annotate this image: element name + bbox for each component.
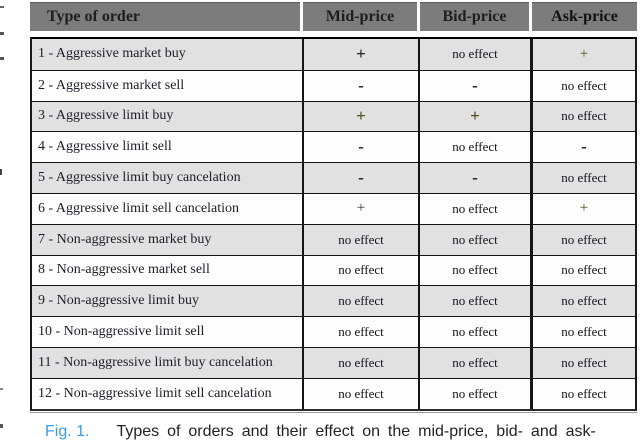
effect-cell: no effect [530,317,635,347]
order-type-label: 3 - Aggressive limit buy [38,108,174,124]
table-row: 11 - Non-aggressive limit buy cancelatio… [32,346,635,378]
order-type-label: 6 - Aggressive limit sell cancelation [38,200,240,216]
column-header-type-of-order: Type of order [30,2,300,31]
page-edge-text-fragment [0,57,4,60]
effect-cell: no effect [418,224,530,255]
effect-cell: no effect [302,224,418,255]
effect-cell: - [302,70,418,101]
page-edge-text-fragment [0,6,4,8]
effect-cell: no effect [418,378,530,409]
effect-cell: no effect [418,317,530,347]
table-bottom-rule [30,412,637,413]
effect-cell: no effect [530,347,635,378]
table-row: 2 - Aggressive market sell - - no effect [32,69,635,101]
effect-cell: + [418,101,530,132]
effect-cell: + [530,193,635,224]
effect-cell: no effect [530,224,635,255]
effect-cell: no effect [530,286,635,317]
effect-cell: no effect [418,193,530,224]
effect-cell: + [530,39,635,70]
table-row: 1 - Aggressive market buy + no effect + [32,39,635,70]
column-header-mid-price: Mid-price [303,2,417,31]
order-type-label: 4 - Aggressive limit sell [38,139,172,155]
column-header-ask-price: Ask-price [532,2,637,31]
order-types-table-header: Type of order Mid-price Bid-price Ask-pr… [30,2,637,31]
table-row: 7 - Non-aggressive market buy no effect no… [32,223,635,255]
effect-cell: no effect [418,132,530,163]
table-row: 9 - Non-aggressive limit buy no effect no … [32,285,635,317]
figure-caption-text: Types of orders and their effect on the … [116,423,596,440]
column-header-bid-price: Bid-price [420,2,529,31]
effect-cell: no effect [418,286,530,317]
table-row: 3 - Aggressive limit buy + + no effect [32,100,635,132]
page-edge-text-fragment [0,169,2,175]
effect-cell: + [302,101,418,132]
order-type-label: 8 - Non-aggressive market sell [38,262,210,278]
order-type-label: 9 - Non-aggressive limit buy [38,293,199,309]
order-type-label: 2 - Aggressive market sell [38,77,185,93]
table-row: 12 - Non-aggressive limit sell cancelati… [32,377,635,409]
effect-cell: no effect [302,378,418,409]
effect-cell: no effect [530,163,635,193]
effect-cell: - [302,132,418,163]
effect-cell: no effect [302,255,418,286]
table-row: 10 - Non-aggressive limit sell no effect n… [32,316,635,347]
order-type-label: 12 - Non-aggressive limit sell cancelati… [38,385,272,401]
table-row: 5 - Aggressive limit buy cancelation - - no… [32,162,635,193]
order-type-label: 10 - Non-aggressive limit sell [38,324,205,340]
order-types-table-body: 1 - Aggressive market buy + no effect +2 - … [30,37,637,411]
effect-cell: + [302,193,418,224]
order-type-label: 7 - Non-aggressive market buy [38,231,212,247]
table-row: 8 - Non-aggressive market sell no effect n… [32,254,635,286]
effect-cell: no effect [418,39,530,70]
table-row: 4 - Aggressive limit sell - no effect - [32,131,635,163]
page-edge-text-fragment [0,424,3,428]
order-type-label: 1 - Aggressive market buy [38,46,186,62]
table-row: 6 - Aggressive limit sell cancelation + no… [32,192,635,224]
effect-cell: - [302,163,418,193]
page-edge-text-fragment [0,32,4,35]
effect-cell: no effect [302,347,418,378]
order-type-label: 5 - Aggressive limit buy cancelation [38,170,241,186]
effect-cell: - [418,70,530,101]
order-type-label: 11 - Non-aggressive limit buy cancelatio… [38,354,273,370]
page-edge-text-fragment [0,388,3,390]
figure-number-label: Fig. 1. [45,423,90,440]
effect-cell: no effect [418,255,530,286]
effect-cell: no effect [302,317,418,347]
effect-cell: - [530,132,635,163]
effect-cell: no effect [302,286,418,317]
effect-cell: no effect [530,101,635,132]
effect-cell: no effect [418,347,530,378]
figure-caption: Fig. 1. Types of orders and their effect … [45,423,640,441]
effect-cell: no effect [530,255,635,286]
effect-cell: + [302,39,418,70]
effect-cell: no effect [530,378,635,409]
effect-cell: - [418,163,530,193]
effect-cell: no effect [530,70,635,101]
